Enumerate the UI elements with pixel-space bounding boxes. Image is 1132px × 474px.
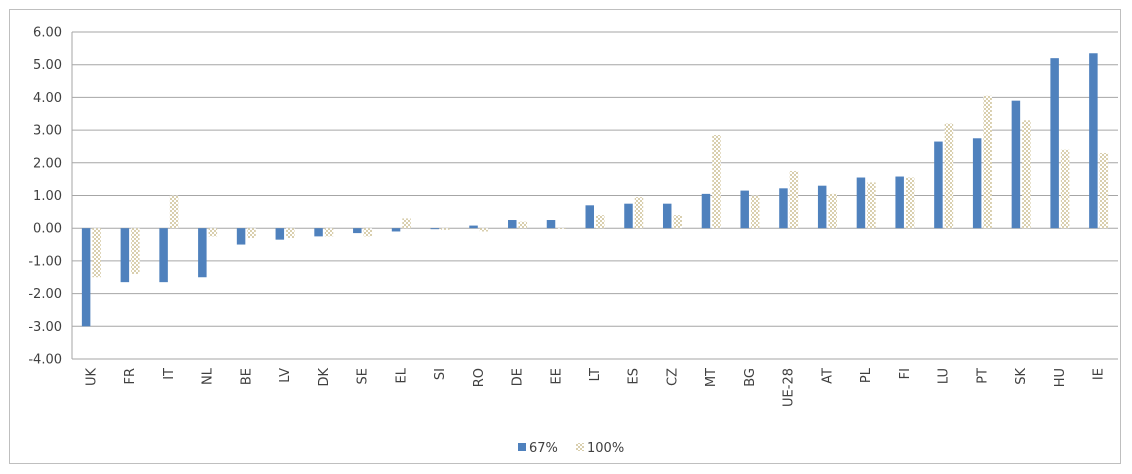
bar-100-ro <box>479 228 489 232</box>
bar-100-ee <box>557 228 566 229</box>
bar-67-el <box>391 228 401 232</box>
x-category-label: UK <box>84 368 99 387</box>
x-category-label: RO <box>472 368 487 387</box>
x-category-label: UE-28 <box>782 368 797 407</box>
bar-100-es <box>634 197 644 229</box>
x-category-label: IE <box>1092 368 1107 380</box>
bar-100-el <box>402 218 411 229</box>
bar-100-ie <box>1099 152 1109 229</box>
y-tick-label: 1.00 <box>33 189 62 204</box>
legend-swatch-100 <box>576 443 584 451</box>
bar-67-si <box>430 228 440 230</box>
bar-67-fr <box>120 228 130 283</box>
bar-67-ue-28 <box>779 188 788 229</box>
bar-67-uk <box>81 228 91 327</box>
bar-67-pl <box>856 177 866 229</box>
bar-100-de <box>518 221 528 229</box>
bar-67-bg <box>740 190 749 229</box>
x-category-label: DE <box>511 368 526 386</box>
x-category-label: LU <box>937 368 952 384</box>
bar-100-lt <box>596 215 605 229</box>
bar-100-si <box>441 228 450 230</box>
bar-100-se <box>363 228 373 237</box>
y-tick-label: -4.00 <box>28 353 62 368</box>
y-tick-label: 5.00 <box>33 58 62 73</box>
bar-100-cz <box>673 215 682 229</box>
bar-100-hu <box>1060 149 1070 229</box>
bar-100-fi <box>905 177 915 229</box>
x-category-label: HU <box>1053 368 1068 387</box>
x-category-label: FI <box>898 368 913 379</box>
x-category-label: EL <box>394 367 409 383</box>
y-tick-label: 4.00 <box>33 91 62 106</box>
legend-label-100: 100% <box>587 441 624 456</box>
bar-67-cz <box>662 203 672 229</box>
bar-67-es <box>624 203 633 229</box>
x-category-label: IT <box>162 368 177 380</box>
bar-100-fr <box>131 228 140 274</box>
bar-100-uk <box>92 228 101 278</box>
bar-100-bg <box>750 195 760 229</box>
bar-67-se <box>353 228 362 234</box>
x-category-label: BE <box>239 368 254 385</box>
bar-67-pt <box>972 138 982 229</box>
x-category-label: FR <box>123 368 138 385</box>
x-category-label: CZ <box>665 368 680 386</box>
bar-67-de <box>508 220 517 229</box>
x-category-label: LT <box>588 368 603 381</box>
y-tick-label: 2.00 <box>33 156 62 171</box>
bar-67-nl <box>198 228 207 278</box>
bar-67-ie <box>1089 53 1098 229</box>
x-category-label: SI <box>433 368 448 380</box>
bar-100-pt <box>983 95 992 229</box>
bar-67-at <box>817 185 827 229</box>
y-tick-label: 0.00 <box>33 222 62 237</box>
bar-67-ro <box>469 225 478 229</box>
legend-label-67: 67% <box>529 441 558 456</box>
x-category-label: PT <box>975 368 990 384</box>
bar-67-it <box>159 228 168 283</box>
y-tick-label: -3.00 <box>28 320 62 335</box>
y-tick-label: 6.00 <box>33 26 62 41</box>
bar-100-dk <box>324 228 334 237</box>
bar-100-ue-28 <box>789 170 799 229</box>
x-category-label: DK <box>317 368 332 387</box>
x-category-label: ES <box>627 368 642 384</box>
bar-100-sk <box>1022 120 1031 229</box>
bar-100-pl <box>867 182 876 229</box>
bar-67-be <box>236 228 246 245</box>
chart-frame <box>9 9 1121 464</box>
legend-swatch-67 <box>518 443 526 451</box>
x-category-label: LV <box>278 368 293 383</box>
bar-100-at <box>828 193 837 229</box>
bar-100-mt <box>712 135 721 229</box>
y-tick-label: -1.00 <box>28 254 62 269</box>
bar-100-nl <box>208 228 218 237</box>
bar-67-dk <box>314 228 323 237</box>
bar-67-sk <box>1011 100 1021 229</box>
bar-67-lu <box>934 141 943 229</box>
bar-67-hu <box>1050 58 1059 229</box>
y-tick-label: -2.00 <box>28 287 62 302</box>
x-category-label: NL <box>201 367 216 385</box>
x-category-label: MT <box>704 368 719 387</box>
bar-100-lv <box>286 228 295 239</box>
x-category-label: EE <box>549 368 564 384</box>
bar-100-lu <box>944 123 954 229</box>
y-tick-label: 3.00 <box>33 124 62 139</box>
bar-67-ee <box>546 220 556 229</box>
bar-67-fi <box>895 176 904 229</box>
x-category-label: SK <box>1014 368 1029 385</box>
x-category-label: BG <box>743 368 758 387</box>
x-category-label: SE <box>356 368 371 384</box>
x-category-label: PL <box>859 367 874 383</box>
bar-67-lv <box>275 228 285 240</box>
bar-67-mt <box>701 193 711 229</box>
bar-100-it <box>169 195 179 229</box>
bar-67-lt <box>585 205 594 229</box>
bar-100-be <box>247 228 256 239</box>
x-category-label: AT <box>820 368 835 384</box>
